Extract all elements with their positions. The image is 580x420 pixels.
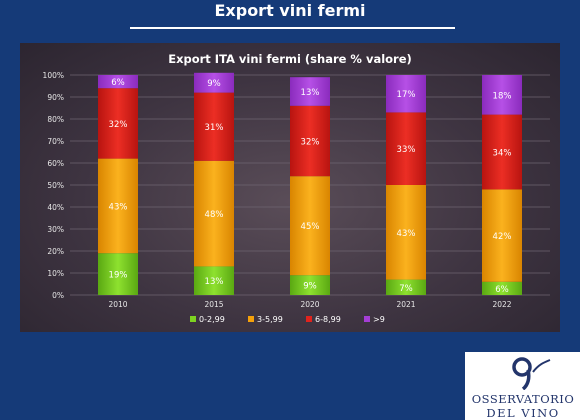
data-label: 6%	[111, 78, 125, 88]
bar-segment	[290, 105, 330, 177]
data-label: 48%	[205, 210, 224, 220]
data-label: 31%	[205, 123, 224, 133]
y-tick-label: 30%	[47, 225, 64, 234]
data-label: 19%	[109, 271, 128, 281]
logo-text-line2: DEL VINO	[486, 406, 560, 420]
y-tick-label: 90%	[47, 93, 64, 102]
bar-segment	[194, 72, 234, 93]
bar-segment	[290, 176, 330, 276]
y-tick-label: 50%	[47, 181, 64, 190]
y-tick-label: 10%	[47, 269, 64, 278]
y-tick-label: 60%	[47, 159, 64, 168]
data-label: 42%	[493, 232, 512, 242]
data-label: 9%	[207, 79, 221, 89]
data-label: 17%	[397, 90, 416, 100]
bar-segment	[386, 75, 426, 113]
bar-segment	[290, 275, 330, 295]
bar-segment	[482, 75, 522, 115]
logo-text-line1: OSSERVATORIO	[471, 392, 575, 406]
x-tick-label: 2021	[396, 300, 415, 309]
y-tick-label: 70%	[47, 137, 64, 146]
logo-mark-icon	[512, 357, 551, 390]
bar-segment	[290, 77, 330, 106]
data-label: 45%	[301, 222, 320, 232]
bar-segment	[482, 281, 522, 295]
data-label: 6%	[495, 285, 509, 295]
x-tick-label: 2020	[300, 300, 319, 309]
bar-segment	[98, 158, 138, 254]
legend-swatch	[364, 316, 370, 322]
y-tick-label: 100%	[43, 71, 64, 80]
data-label: 43%	[109, 202, 128, 212]
legend-label: 0-2,99	[199, 315, 225, 324]
legend-label: 6-8,99	[315, 315, 341, 324]
data-label: 13%	[205, 277, 224, 287]
y-tick-label: 20%	[47, 247, 64, 256]
data-label: 32%	[301, 138, 320, 148]
legend-label: 3-5,99	[257, 315, 283, 324]
osservatorio-logo: OSSERVATORIO DEL VINO	[465, 352, 580, 420]
bar-segment	[194, 266, 234, 295]
x-tick-label: 2010	[108, 300, 127, 309]
data-label: 33%	[397, 145, 416, 155]
legend-swatch	[306, 316, 312, 322]
data-label: 18%	[493, 91, 512, 101]
bar-segment	[386, 279, 426, 295]
bar-segment	[482, 114, 522, 190]
bar-segment	[98, 75, 138, 89]
bar-segment	[194, 160, 234, 267]
data-label: 43%	[397, 229, 416, 239]
x-tick-label: 2022	[492, 300, 511, 309]
bar-segment	[98, 253, 138, 295]
bar-segment	[194, 92, 234, 161]
page-title: Export vini fermi	[214, 1, 366, 20]
y-tick-label: 0%	[52, 291, 64, 300]
bar-segment	[482, 189, 522, 282]
legend-label: >9	[373, 315, 385, 324]
legend-swatch	[248, 316, 254, 322]
legend-swatch	[190, 316, 196, 322]
data-label: 13%	[301, 88, 320, 98]
bar-segment	[386, 185, 426, 280]
data-label: 34%	[493, 149, 512, 159]
data-label: 7%	[399, 284, 413, 294]
y-tick-label: 40%	[47, 203, 64, 212]
bar-segment	[386, 112, 426, 185]
data-label: 32%	[109, 120, 128, 130]
y-tick-label: 80%	[47, 115, 64, 124]
x-tick-label: 2015	[204, 300, 223, 309]
title-divider	[130, 27, 455, 29]
bar-segment	[98, 88, 138, 159]
data-label: 9%	[303, 282, 317, 292]
chart-title: Export ITA vini fermi (share % valore)	[168, 52, 412, 66]
chart-panel: Export ITA vini fermi (share % valore) 0…	[20, 43, 560, 332]
stacked-bar-chart: Export ITA vini fermi (share % valore) 0…	[43, 52, 550, 324]
